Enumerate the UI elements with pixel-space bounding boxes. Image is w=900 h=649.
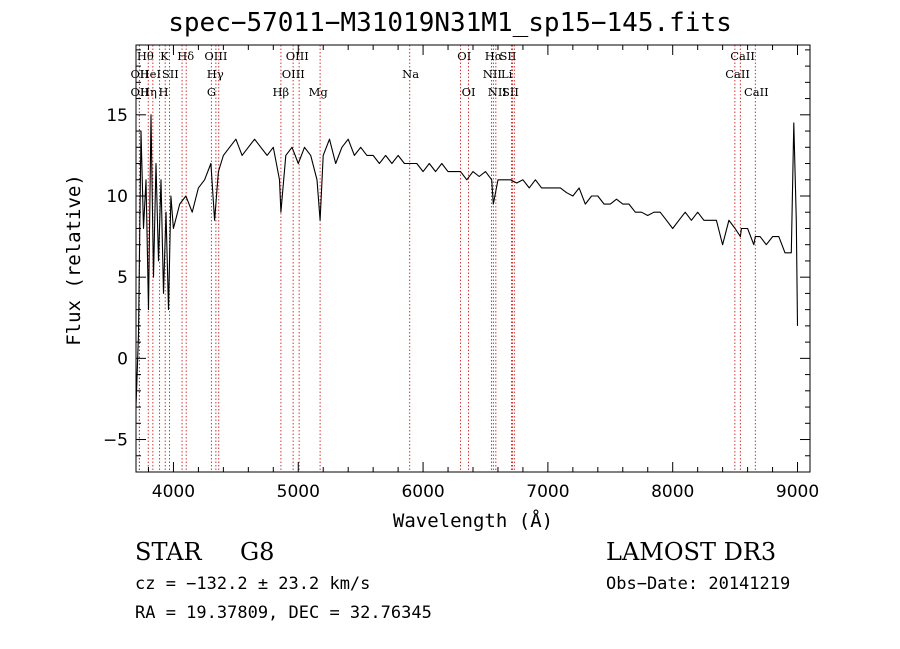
x-tick-label-8000: 8000 [651, 482, 694, 502]
line-label-27: CaII [744, 85, 769, 99]
line-label-8: CaII [730, 49, 755, 63]
line-label-1: K [160, 49, 169, 63]
line-label-13: OIII [282, 67, 305, 81]
line-label-11: SII [162, 67, 179, 81]
line-label-22: Hβ [272, 85, 289, 99]
x-tick-label-7000: 7000 [526, 482, 569, 502]
x-tick-label-5000: 5000 [277, 482, 320, 502]
chart-title: spec−57011−M31019N31M1_sp15−145.fits [168, 8, 732, 38]
line-label-20: H [158, 85, 168, 99]
line-label-23: Mg [309, 85, 329, 99]
observation-date: Obs−Date: 20141219 [606, 574, 791, 594]
line-label-5: OI [457, 49, 471, 63]
line-label-14: Na [402, 67, 419, 81]
line-label-24: OI [462, 85, 476, 99]
line-label-16: Li [501, 67, 513, 81]
object-class: STAR [135, 538, 202, 566]
x-tick-label-6000: 6000 [401, 482, 444, 502]
line-label-17: CaII [725, 67, 750, 81]
x-tick-label-4000: 4000 [152, 482, 195, 502]
line-label-4: OIII [286, 49, 309, 63]
line-label-26: SII [502, 85, 519, 99]
line-label-21: G [207, 85, 216, 99]
line-label-19: Hη [140, 85, 157, 99]
line-label-2: Hδ [177, 49, 194, 63]
y-axis-label: Flux (relative) [63, 174, 85, 346]
line-label-0: Hθ [137, 49, 154, 63]
survey-name: LAMOST DR3 [606, 538, 777, 566]
y-tick-label-15: 15 [106, 106, 128, 126]
line-label-10: HeI [140, 67, 161, 81]
line-label-12: Hγ [207, 67, 224, 81]
line-label-3: OIII [204, 49, 227, 63]
y-tick-label-0: 0 [117, 349, 128, 369]
subclass: G8 [240, 538, 275, 566]
line-label-6: Hα [485, 49, 503, 63]
line-label-18: OII [130, 85, 149, 99]
x-tick-label-9000: 9000 [776, 482, 819, 502]
y-tick-label--5: −5 [103, 431, 128, 451]
redshift-velocity: cz = −132.2 ± 23.2 km/s [135, 574, 371, 594]
spectrum-line [135, 114, 799, 408]
ra-dec-coordinates: RA = 19.37809, DEC = 32.76345 [135, 603, 432, 623]
y-tick-label-10: 10 [106, 187, 128, 207]
line-label-15: NII [483, 67, 502, 81]
x-axis-label: Wavelength (Å) [392, 510, 554, 532]
line-label-7: SII [499, 49, 516, 63]
y-tick-label-5: 5 [117, 268, 128, 288]
line-label-9: OII [130, 67, 149, 81]
plot-frame [135, 44, 811, 473]
line-label-25: NII [488, 85, 507, 99]
